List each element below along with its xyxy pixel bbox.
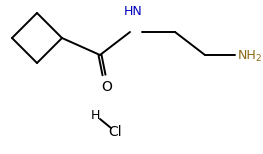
- Text: 2: 2: [255, 53, 261, 63]
- Text: H: H: [90, 109, 100, 122]
- Text: NH: NH: [238, 49, 257, 61]
- Text: O: O: [102, 80, 113, 94]
- Text: HN: HN: [124, 5, 142, 18]
- Text: Cl: Cl: [108, 125, 122, 139]
